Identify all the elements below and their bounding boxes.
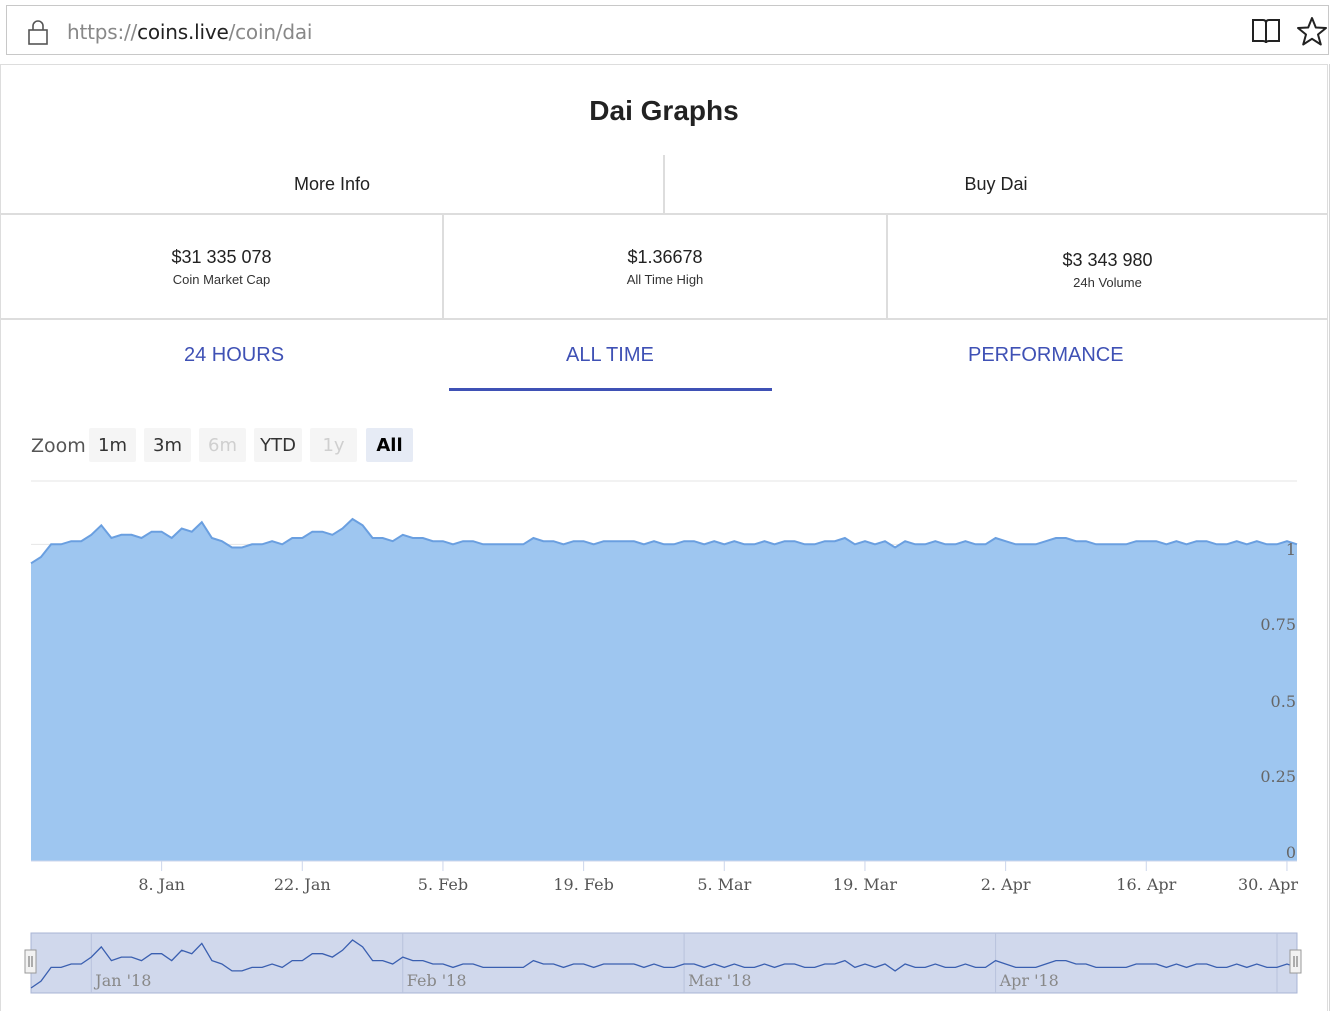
tab-bar: 24 HOURS ALL TIME PERFORMANCE bbox=[1, 320, 1327, 395]
stat-value: $3 343 980 bbox=[1062, 249, 1153, 270]
x-tick-label: 5. Mar bbox=[697, 875, 751, 894]
x-tick-label: 2. Apr bbox=[981, 875, 1031, 894]
zoom-3m-button[interactable]: 3m bbox=[144, 428, 191, 462]
divider bbox=[663, 155, 665, 213]
stat-all-time-high: $1.36678 All Time High bbox=[444, 215, 886, 318]
stat-label: 24h Volume bbox=[1073, 274, 1142, 290]
x-tick-label: 30. Apr bbox=[1238, 875, 1298, 894]
navigator-label: Apr '18 bbox=[999, 971, 1059, 990]
x-tick-label: 16. Apr bbox=[1116, 875, 1176, 894]
zoom-label: Zoom bbox=[31, 435, 86, 457]
stats-row: $31 335 078 Coin Market Cap $1.36678 All… bbox=[1, 215, 1327, 320]
scrollbar-track bbox=[1329, 64, 1330, 1011]
zoom-1m-button[interactable]: 1m bbox=[89, 428, 136, 462]
reading-view-icon[interactable] bbox=[1250, 16, 1282, 46]
zoom-6m-button[interactable]: 6m bbox=[199, 428, 246, 462]
x-tick-label: 19. Mar bbox=[833, 875, 897, 894]
more-info-link[interactable]: More Info bbox=[293, 173, 371, 194]
divider bbox=[442, 215, 444, 318]
navigator-right-handle[interactable] bbox=[1289, 949, 1302, 974]
page-content: Dai Graphs More Info Buy Dai $31 335 078… bbox=[0, 64, 1328, 1011]
zoom-1y-button[interactable]: 1y bbox=[310, 428, 357, 462]
stat-label: All Time High bbox=[626, 271, 704, 287]
y-axis-labels: 0 0.25 0.5 0.75 1 bbox=[1260, 540, 1296, 862]
y-tick-label: 1 bbox=[1286, 540, 1296, 559]
x-tick-label: 8. Jan bbox=[138, 875, 185, 894]
lock-icon bbox=[28, 20, 48, 45]
navigator-label: Feb '18 bbox=[407, 971, 467, 990]
navigator-left-handle[interactable] bbox=[24, 949, 37, 974]
zoom-ytd-button[interactable]: YTD bbox=[254, 428, 302, 462]
stat-label: Coin Market Cap bbox=[172, 271, 271, 287]
tab-all-time[interactable]: ALL TIME bbox=[566, 344, 654, 366]
navigator-label: Jan '18 bbox=[93, 971, 151, 990]
stat-value: $1.36678 bbox=[627, 246, 703, 267]
active-tab-indicator bbox=[449, 388, 772, 391]
navigator-labels: Jan '18 Feb '18 Mar '18 Apr '18 bbox=[93, 971, 1059, 990]
address-bar[interactable]: https://coins.live/coin/dai bbox=[6, 5, 1329, 55]
tab-24-hours[interactable]: 24 HOURS bbox=[184, 344, 285, 366]
y-tick-label: 0.25 bbox=[1260, 767, 1296, 786]
stat-market-cap: $31 335 078 Coin Market Cap bbox=[1, 215, 442, 318]
y-tick-label: 0.75 bbox=[1260, 615, 1296, 634]
price-area bbox=[31, 519, 1297, 861]
x-tick-label: 19. Feb bbox=[553, 875, 613, 894]
tab-performance[interactable]: PERFORMANCE bbox=[968, 344, 1124, 366]
zoom-all-button[interactable]: All bbox=[366, 428, 413, 462]
x-axis-labels: 8. Jan 22. Jan 5. Feb 19. Feb 5. Mar 19. Mar 2… bbox=[138, 861, 1298, 894]
navigator-label: Mar '18 bbox=[688, 971, 751, 990]
buy-dai-link[interactable]: Buy Dai bbox=[964, 173, 1028, 194]
url-text[interactable]: https://coins.live/coin/dai bbox=[67, 20, 313, 44]
y-tick-label: 0.5 bbox=[1271, 692, 1296, 711]
page-title: Dai Graphs bbox=[589, 95, 739, 126]
link-row: More Info Buy Dai bbox=[1, 155, 1327, 215]
price-chart[interactable]: 0 0.25 0.5 0.75 1 8. Jan 22. Jan 5. Feb 19. Feb… bbox=[0, 470, 1330, 1011]
y-tick-label: 0 bbox=[1286, 843, 1296, 862]
navigator-gridlines bbox=[90, 933, 1278, 993]
divider bbox=[886, 215, 888, 318]
x-tick-label: 22. Jan bbox=[274, 875, 331, 894]
price-line bbox=[30, 517, 1298, 565]
x-tick-label: 5. Feb bbox=[418, 875, 468, 894]
stat-24h-volume: $3 343 980 24h Volume bbox=[888, 215, 1327, 318]
stat-value: $31 335 078 bbox=[171, 246, 272, 267]
navigator-series-line bbox=[30, 939, 1298, 989]
favorite-star-icon[interactable] bbox=[1296, 16, 1328, 46]
